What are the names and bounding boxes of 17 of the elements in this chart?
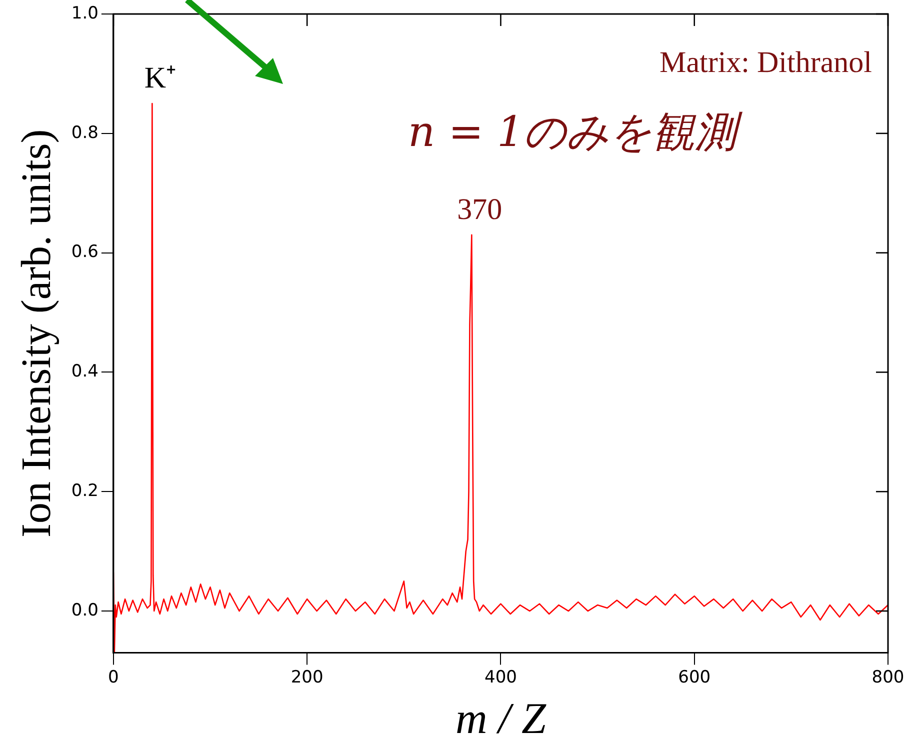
annotation: 370 [457, 192, 502, 226]
annotation: K⁺ [144, 62, 176, 95]
x-axis-title: m / Z [455, 694, 546, 744]
y-tick-label: 0.2 [71, 481, 98, 502]
x-tick-label: 200 [290, 667, 324, 688]
y-tick-label: 0.6 [71, 242, 98, 262]
y-axis-title: Ion Intensity (arb. units) [14, 129, 60, 538]
annotation: n = 1のみを観測 [408, 107, 744, 156]
x-tick-label: 400 [484, 667, 517, 688]
y-tick-label: 0.0 [71, 600, 98, 620]
y-tick-label: 1.0 [71, 3, 98, 24]
x-tick-label: 600 [678, 667, 711, 688]
annotation: Matrix: Dithranol [660, 46, 872, 79]
x-tick-label: 0 [108, 667, 119, 688]
y-tick-label: 0.4 [71, 362, 98, 382]
y-tick-label: 0.8 [71, 122, 98, 143]
x-tick-label: 800 [872, 667, 904, 688]
